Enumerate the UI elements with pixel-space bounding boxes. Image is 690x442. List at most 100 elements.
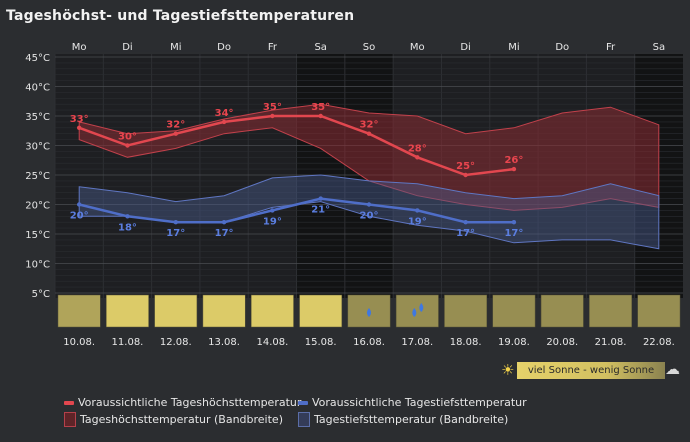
max-temp-label: 32° — [360, 120, 379, 131]
min-temp-line — [78, 197, 514, 224]
legend-max-line[interactable]: Voraussichtliche Tageshöchsttemperatur — [64, 396, 301, 409]
min-temp-point — [221, 220, 227, 225]
sunshine-tile — [395, 294, 439, 328]
min-temp-label: 18° — [118, 222, 137, 233]
date-label: 11.08. — [112, 337, 144, 348]
y-tick-label: 40°C — [25, 83, 50, 94]
legend-min-band[interactable]: Tagestiefsttemperatur (Bandbreite) — [298, 412, 508, 427]
day-column — [199, 54, 249, 298]
y-tick-label: 5°C — [32, 289, 50, 300]
day-column — [55, 54, 104, 298]
min-temp-point — [173, 220, 178, 225]
min-temp-point — [125, 214, 130, 219]
date-label: 15.08. — [305, 337, 337, 348]
weekday-label: Do — [555, 42, 569, 53]
legend-max-line-label: Voraussichtliche Tageshöchsttemperatur — [78, 396, 302, 409]
chart-title: Tageshöchst- und Tagestiefsttemperaturen — [6, 8, 355, 24]
date-label: 22.08. — [643, 337, 675, 348]
max-temp-point — [366, 131, 372, 136]
sunshine-tile — [540, 294, 584, 328]
max-temp-label: 34° — [215, 108, 234, 119]
min-temp-point — [366, 202, 372, 207]
y-tick-label: 20°C — [25, 201, 50, 212]
day-column — [248, 54, 297, 298]
legend-max-line-swatch — [64, 400, 74, 405]
date-label: 12.08. — [160, 337, 192, 348]
sunshine-tile — [250, 294, 294, 328]
max-temp-label: 33° — [70, 114, 89, 125]
max-temp-point — [125, 143, 130, 148]
y-tick-label: 30°C — [25, 142, 50, 153]
min-temp-label: 20° — [70, 211, 89, 222]
max-temp-point — [270, 113, 275, 119]
min-temp-point — [76, 202, 82, 207]
y-tick-label: 15°C — [25, 230, 50, 241]
sunshine-tile — [202, 294, 246, 328]
max-temp-line — [78, 114, 515, 177]
weekday-label: Fr — [268, 42, 278, 53]
date-label: 17.08. — [401, 337, 433, 348]
min-temp-point — [415, 208, 420, 213]
min-temp-label: 20° — [360, 211, 379, 222]
date-label: 18.08. — [450, 337, 482, 348]
weekday-label: Mo — [72, 42, 87, 53]
legend-min-line[interactable]: Voraussichtliche Tagestiefsttemperatur — [298, 396, 527, 409]
weekday-label: Mo — [410, 42, 425, 53]
min-temp-label: 19° — [263, 216, 282, 227]
legend-min-line-swatch — [298, 400, 308, 405]
date-label: 14.08. — [256, 337, 288, 348]
weekday-label: Di — [460, 42, 470, 53]
min-temp-label: 21° — [311, 205, 330, 216]
y-tick-label: 35°C — [25, 112, 50, 123]
max-temp-point — [318, 113, 323, 119]
weekday-label: Mi — [170, 42, 181, 53]
weekday-label: Sa — [314, 42, 326, 53]
max-temp-label: 28° — [408, 143, 427, 154]
y-tick-label: 45°C — [25, 53, 50, 64]
min-temp-label: 17° — [456, 228, 475, 239]
max-temp-label: 35° — [311, 102, 330, 113]
cloud-icon: ☁ — [665, 360, 680, 378]
sunshine-scale-bar: viel Sonne - wenig Sonne — [517, 362, 665, 379]
day-column — [103, 54, 152, 298]
max-temp-point — [173, 131, 178, 136]
legend-min-band-label: Tagestiefsttemperatur (Bandbreite) — [314, 413, 509, 426]
max-temp-point — [221, 119, 227, 125]
min-temp-point — [270, 208, 275, 213]
sunshine-tile — [57, 294, 101, 328]
min-temp-label: 17° — [504, 228, 523, 239]
y-tick-label: 25°C — [25, 171, 50, 182]
sunshine-scale-legend: ☀ viel Sonne - wenig Sonne ☁ — [499, 358, 680, 384]
date-label: 21.08. — [595, 337, 627, 348]
legend-min-band-swatch — [298, 412, 310, 427]
weekday-label: Fr — [606, 42, 616, 53]
sunshine-tile — [492, 294, 536, 328]
min-temp-label: 17° — [215, 228, 234, 239]
weekday-label: Sa — [653, 42, 665, 53]
min-temp-label: 17° — [166, 228, 185, 239]
rain-drop-icon — [419, 303, 424, 312]
sunshine-tile — [154, 294, 198, 328]
max-temp-point — [76, 125, 82, 130]
weekday-label: So — [363, 42, 375, 53]
rain-drop-icon — [412, 308, 417, 317]
date-label: 13.08. — [208, 337, 240, 348]
weekday-label: Do — [217, 42, 231, 53]
rain-drop-icon — [367, 308, 371, 317]
max-temp-point — [415, 155, 420, 160]
max-temp-label: 30° — [118, 132, 137, 143]
max-temp-label: 32° — [166, 120, 185, 131]
min-temp-label: 19° — [408, 216, 427, 227]
sunshine-tile — [444, 294, 488, 328]
date-label: 16.08. — [353, 337, 385, 348]
date-label: 20.08. — [546, 337, 578, 348]
legend-max-band-label: Tageshöchsttemperatur (Bandbreite) — [80, 413, 283, 426]
min-temp-point — [511, 220, 517, 225]
legend-max-band[interactable]: Tageshöchsttemperatur (Bandbreite) — [64, 412, 283, 427]
max-temp-label: 35° — [263, 102, 282, 113]
max-temp-point — [463, 172, 468, 178]
sunshine-tile — [299, 294, 343, 328]
sunshine-tile — [106, 294, 149, 328]
sunshine-tile — [589, 294, 632, 328]
